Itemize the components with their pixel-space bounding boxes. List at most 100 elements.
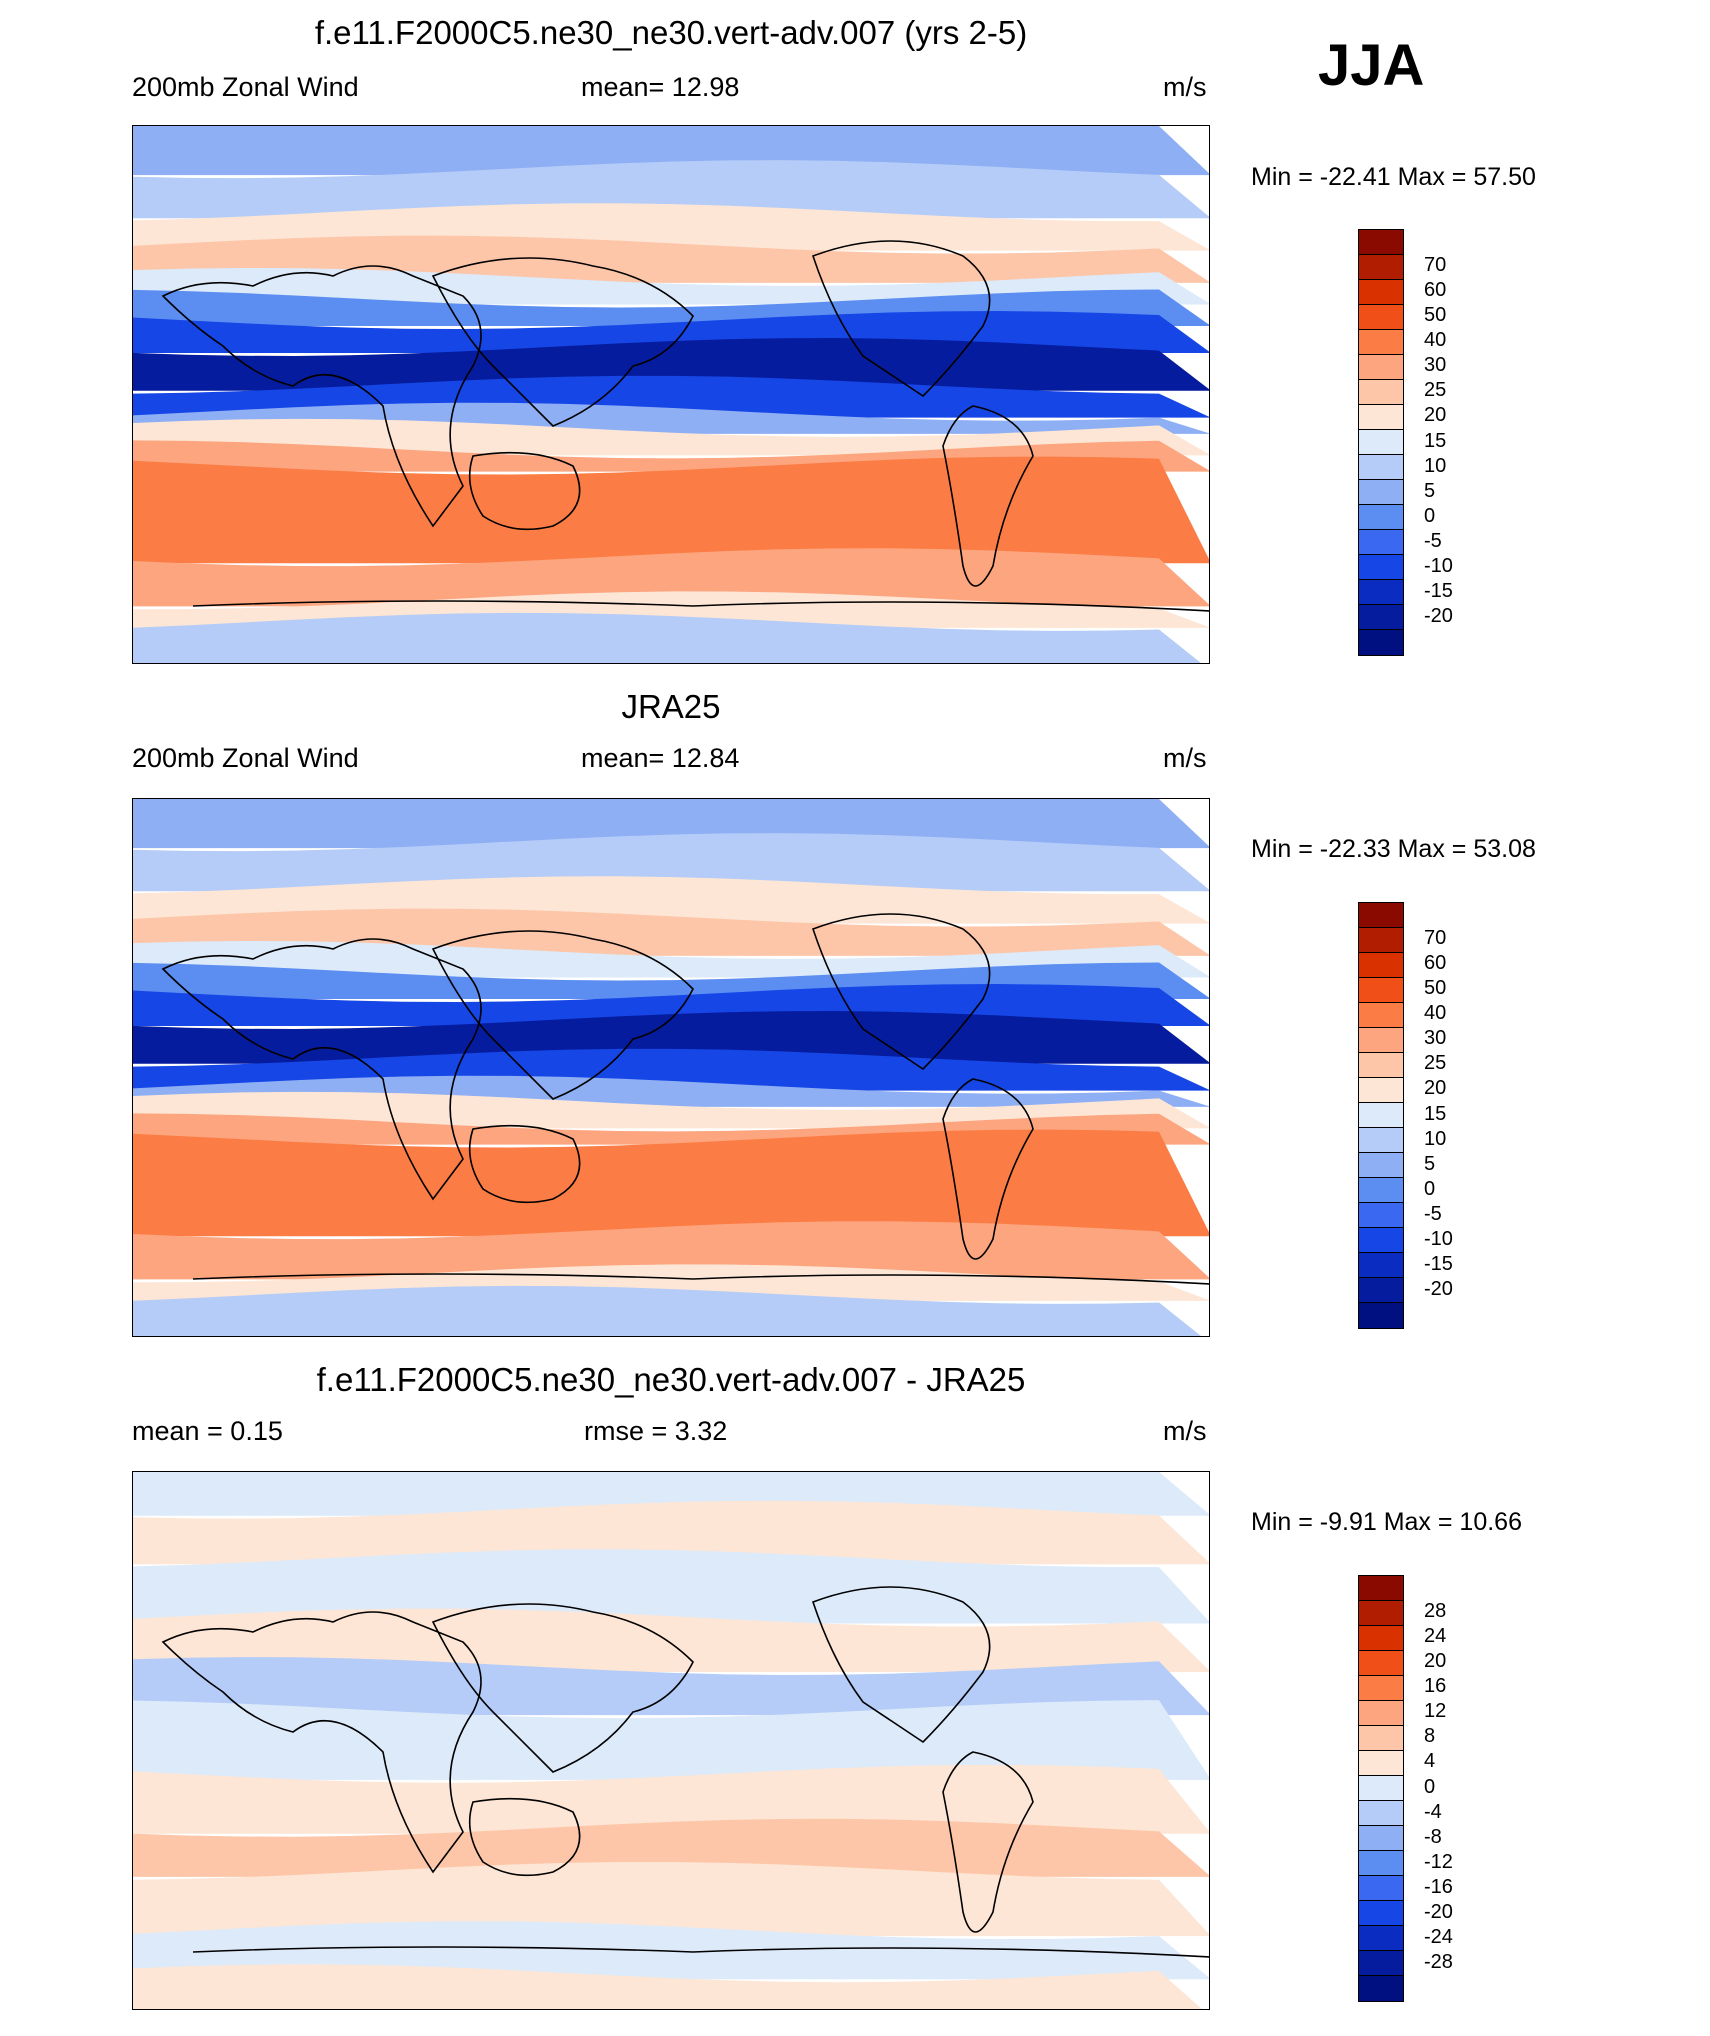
colorbar-label: 16 xyxy=(1424,1675,1447,1698)
colorbar-label: 40 xyxy=(1424,329,1447,352)
colorbar-label: 70 xyxy=(1424,926,1447,949)
colorbar-label: 4 xyxy=(1424,1750,1436,1773)
colorbar-swatch xyxy=(1359,1576,1403,1601)
colorbar-swatch xyxy=(1359,555,1403,580)
colorbar-label: 15 xyxy=(1424,1102,1447,1125)
wind-contour-band xyxy=(133,1657,1209,1716)
colorbar-swatch xyxy=(1359,1951,1403,1976)
panel-1-title: f.e11.F2000C5.ne30_ne30.vert-adv.007 (yr… xyxy=(314,14,1028,51)
coastline xyxy=(161,1611,482,1874)
colorbar-label: -15 xyxy=(1424,580,1453,603)
coastline xyxy=(192,1946,1209,1958)
colorbar-swatch xyxy=(1359,255,1403,280)
colorbar-swatch xyxy=(1359,1626,1403,1651)
wind-contour-band xyxy=(133,1818,1209,1877)
colorbar-label: 20 xyxy=(1424,404,1447,427)
colorbar-swatch xyxy=(1359,230,1403,255)
colorbar-label: -5 xyxy=(1424,529,1442,552)
coastline xyxy=(192,1273,1209,1285)
panel-1-units-label: m/s xyxy=(1163,72,1207,102)
wind-contour-band xyxy=(133,1472,1209,1516)
panel-3-mean-label: mean = 0.15 xyxy=(132,1416,283,1446)
colorbar-swatch xyxy=(1359,1751,1403,1776)
colorbar-label: -10 xyxy=(1424,555,1453,578)
panel-2-units-label: m/s xyxy=(1163,743,1207,773)
panel-2-title: JRA25 xyxy=(621,688,721,725)
colorbar-label: 20 xyxy=(1424,1077,1447,1100)
wind-contour-band xyxy=(133,799,1209,849)
colorbar-label: -15 xyxy=(1424,1253,1453,1276)
colorbar-swatch xyxy=(1359,505,1403,530)
colorbar-label: -20 xyxy=(1424,1901,1453,1924)
panel-3-minmax: Min = -9.91 Max = 10.66 xyxy=(1251,1508,1522,1536)
colorbar-swatch xyxy=(1359,1876,1403,1901)
colorbar-swatch xyxy=(1359,305,1403,330)
colorbar-swatch xyxy=(1359,330,1403,355)
colorbar-swatch xyxy=(1359,355,1403,380)
colorbar-swatch xyxy=(1359,430,1403,455)
colorbar-swatch xyxy=(1359,1826,1403,1851)
colorbar-label: 30 xyxy=(1424,354,1447,377)
coastline xyxy=(431,1603,694,1773)
colorbar-swatch xyxy=(1359,630,1403,655)
panel-3-title: f.e11.F2000C5.ne30_ne30.vert-adv.007 - J… xyxy=(316,1361,1026,1398)
colorbar-label: -4 xyxy=(1424,1800,1442,1823)
panel-1-map xyxy=(132,125,1210,664)
colorbar-label: 70 xyxy=(1424,253,1447,276)
colorbar-label: 8 xyxy=(1424,1725,1436,1748)
colorbar-label: 10 xyxy=(1424,454,1447,477)
colorbar-swatch xyxy=(1359,1278,1403,1303)
panel-2-mean-label: mean= 12.84 xyxy=(581,743,740,773)
wind-contour-band xyxy=(133,612,1201,663)
coastline xyxy=(468,451,581,531)
colorbar-swatch xyxy=(1359,1701,1403,1726)
colorbar-label: 60 xyxy=(1424,951,1447,974)
panel-2-map xyxy=(132,798,1210,1337)
colorbar-swatch xyxy=(1359,1601,1403,1626)
colorbar-label: -5 xyxy=(1424,1202,1442,1225)
colorbar-swatch xyxy=(1359,1926,1403,1951)
colorbar-label: 0 xyxy=(1424,1775,1436,1798)
coastline xyxy=(942,1078,1034,1260)
wind-contour-band xyxy=(133,1549,1209,1624)
colorbar-swatch xyxy=(1359,530,1403,555)
coastline xyxy=(192,600,1209,612)
colorbar-swatch xyxy=(1359,1253,1403,1278)
coastline xyxy=(942,1751,1034,1933)
wind-contour-band xyxy=(133,1129,1209,1237)
panel-2-variable-label: 200mb Zonal Wind xyxy=(132,743,359,773)
wind-contour-band xyxy=(133,1091,1209,1129)
wind-contour-band xyxy=(133,1500,1209,1565)
colorbar-label: 60 xyxy=(1424,278,1447,301)
wind-contour-band xyxy=(133,1861,1209,1937)
colorbar-label: 50 xyxy=(1424,976,1447,999)
colorbar-label: 28 xyxy=(1424,1599,1447,1622)
wind-contour-band xyxy=(133,160,1209,219)
colorbar-label: -28 xyxy=(1424,1951,1453,1974)
colorbar-label: 24 xyxy=(1424,1624,1447,1647)
colorbar-swatch xyxy=(1359,1203,1403,1228)
colorbar-swatch xyxy=(1359,405,1403,430)
colorbar-swatch xyxy=(1359,1651,1403,1676)
coastline xyxy=(431,257,694,427)
colorbar-swatch xyxy=(1359,1078,1403,1103)
wind-contour-band xyxy=(133,833,1209,892)
colorbar-swatch xyxy=(1359,1003,1403,1028)
wind-contour-band xyxy=(133,1921,1209,1980)
colorbar-swatch xyxy=(1359,1153,1403,1178)
panel-3-rmse-label: rmse = 3.32 xyxy=(584,1416,728,1446)
panel-1-minmax: Min = -22.41 Max = 57.50 xyxy=(1251,163,1536,191)
panel-1-mean-label: mean= 12.98 xyxy=(581,72,740,102)
wind-contour-band xyxy=(133,940,1209,978)
colorbar-label: -20 xyxy=(1424,1278,1453,1301)
colorbar-label: 0 xyxy=(1424,1177,1436,1200)
coastline xyxy=(942,405,1034,587)
colorbar-swatch xyxy=(1359,1801,1403,1826)
coastline xyxy=(811,240,991,398)
colorbar-label: -20 xyxy=(1424,605,1453,628)
wind-contour-band xyxy=(133,267,1209,305)
colorbar-label: 40 xyxy=(1424,1002,1447,1025)
colorbar-label: 50 xyxy=(1424,303,1447,326)
coastline xyxy=(161,265,482,528)
colorbar-swatch xyxy=(1359,605,1403,630)
